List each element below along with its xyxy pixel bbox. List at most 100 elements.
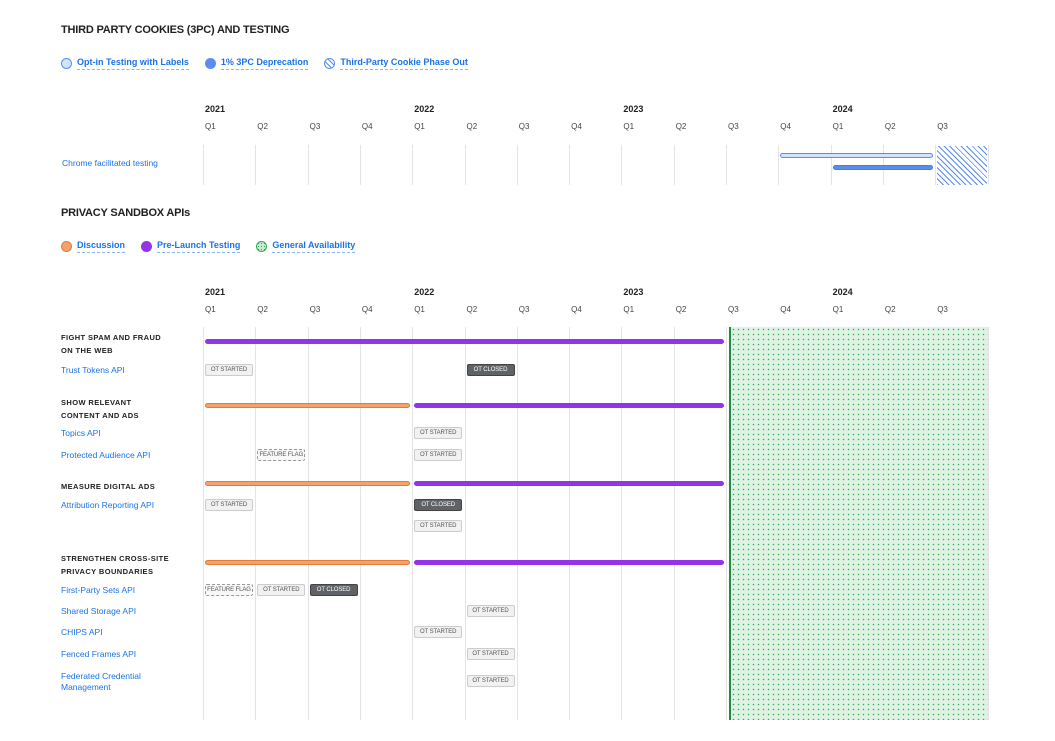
- sandbox-year-label: 2024: [832, 287, 853, 297]
- cookies-gridline: [621, 145, 623, 185]
- cookies-quarter-label: Q1: [414, 122, 425, 131]
- sandbox-gridline: [255, 327, 257, 720]
- cookies-quarter-label: Q3: [728, 122, 739, 131]
- sandbox-quarter-label: Q4: [361, 305, 373, 314]
- sandbox-legend-swatch-icon: [256, 241, 268, 252]
- deprecation-bar: [832, 165, 934, 170]
- phase-out-block: [937, 146, 988, 185]
- sandbox-year-label: 2022: [414, 287, 435, 297]
- group-heading: STRENGTHEN CROSS-SITE PRIVACY BOUNDARIES: [61, 554, 169, 576]
- cookies-gridline: [412, 145, 414, 185]
- group-heading: SHOW RELEVANT CONTENT AND ADS: [61, 398, 139, 420]
- api-label[interactable]: Trust Tokens API: [61, 365, 125, 375]
- badge-flag: FEATURE FLAG: [257, 449, 306, 461]
- api-label[interactable]: Attribution Reporting API: [61, 500, 155, 510]
- badge-started: OT STARTED: [466, 648, 515, 660]
- pre-launch-testing-bar: [414, 560, 724, 565]
- sandbox-quarter-label: Q3: [309, 305, 321, 314]
- cookies-legend-item[interactable]: Third-Party Cookie Phase Out: [340, 57, 468, 70]
- cookies-legend-swatch-icon: [204, 58, 216, 69]
- cookies-legend-swatch-icon: [324, 58, 336, 69]
- pre-launch-testing-bar: [414, 403, 724, 408]
- sandbox-legend-item[interactable]: General Availability: [272, 240, 356, 253]
- sandbox-gridline: [987, 327, 989, 720]
- badge-started: OT STARTED: [414, 427, 463, 439]
- cookies-title: THIRD PARTY COOKIES (3PC) AND TESTING: [61, 24, 290, 36]
- api-label[interactable]: Topics API: [61, 428, 101, 438]
- cookies-gridline: [726, 145, 727, 185]
- cookies-gridline: [935, 145, 937, 185]
- group-heading: FIGHT SPAM AND FRAUD ON THE WEB: [61, 333, 162, 355]
- sandbox-quarter-label: Q1: [205, 305, 216, 314]
- cookies-quarter-label: Q4: [571, 122, 582, 131]
- sandbox-quarter-label: Q4: [571, 305, 582, 314]
- sandbox-gridline: [621, 327, 623, 720]
- cookies-quarter-label: Q2: [257, 122, 268, 131]
- sandbox-quarter-label: Q3: [518, 305, 530, 314]
- sandbox-gridline: [359, 327, 361, 720]
- cookies-gridline: [359, 145, 361, 185]
- cookies-quarter-label: Q1: [205, 122, 216, 131]
- cookies-quarter-label: Q1: [623, 122, 635, 131]
- discussion-bar: [205, 403, 411, 408]
- sandbox-gridline: [412, 327, 414, 720]
- cookies-quarter-label: Q2: [884, 122, 896, 131]
- api-label[interactable]: Federated Credential Management: [61, 671, 141, 692]
- cookies-gridline: [778, 145, 780, 185]
- general-availability-region: [729, 327, 988, 720]
- cookies-gridline: [830, 145, 832, 185]
- pre-launch-testing-bar: [205, 339, 724, 344]
- cookies-year-label: 2024: [832, 104, 853, 114]
- chrome-testing-label[interactable]: Chrome facilitated testing: [62, 158, 158, 168]
- cookies-quarter-label: Q4: [361, 122, 373, 131]
- cookies-year-label: 2021: [205, 104, 226, 114]
- sandbox-quarter-label: Q3: [937, 305, 948, 314]
- sandbox-legend-item[interactable]: Pre-Launch Testing: [157, 240, 241, 253]
- sandbox-gridline: [307, 327, 309, 720]
- sandbox-quarter-label: Q3: [728, 305, 739, 314]
- sandbox-gridline: [203, 327, 204, 720]
- opt-in-testing-bar: [780, 153, 934, 158]
- cookies-legend: Opt-in Testing with Labels 1% 3PC Depreca…: [61, 57, 484, 70]
- badge-closed: OT CLOSED: [414, 499, 463, 511]
- sandbox-quarter-label: Q2: [884, 305, 896, 314]
- cookies-gridline: [673, 145, 675, 185]
- cookies-quarter-label: Q1: [832, 122, 844, 131]
- api-label[interactable]: First-Party Sets API: [61, 585, 136, 595]
- badge-flag: FEATURE FLAG: [205, 584, 253, 596]
- sandbox-gridline: [569, 327, 571, 720]
- badge-started: OT STARTED: [205, 499, 253, 511]
- sandbox-quarter-label: Q1: [623, 305, 635, 314]
- cookies-legend-item[interactable]: 1% 3PC Deprecation: [220, 57, 309, 70]
- sandbox-quarter-label: Q2: [257, 305, 268, 314]
- cookies-gridline: [203, 145, 204, 185]
- sandbox-quarter-label: Q1: [414, 305, 425, 314]
- sandbox-quarter-label: Q1: [832, 305, 844, 314]
- cookies-gridline: [464, 145, 466, 185]
- cookies-legend-swatch-icon: [61, 58, 72, 69]
- api-label[interactable]: Shared Storage API: [61, 606, 137, 616]
- cookies-gridline: [987, 145, 989, 185]
- badge-started: OT STARTED: [414, 626, 463, 638]
- api-label[interactable]: CHIPS API: [61, 627, 103, 637]
- badge-started: OT STARTED: [414, 520, 463, 532]
- discussion-bar: [205, 481, 411, 486]
- cookies-quarter-label: Q2: [466, 122, 478, 131]
- sandbox-legend-item[interactable]: Discussion: [77, 240, 126, 253]
- sandbox-gridline: [673, 327, 675, 720]
- api-label[interactable]: Protected Audience API: [61, 450, 151, 460]
- cookies-quarter-label: Q4: [780, 122, 791, 131]
- cookies-quarter-label: Q3: [937, 122, 948, 131]
- sandbox-gridline: [726, 327, 727, 720]
- badge-started: OT STARTED: [414, 449, 463, 461]
- sandbox-year-label: 2021: [205, 287, 226, 297]
- sandbox-quarter-label: Q4: [780, 305, 791, 314]
- group-heading: MEASURE DIGITAL ADS: [61, 482, 156, 491]
- badge-closed: OT CLOSED: [466, 364, 515, 376]
- cookies-quarter-label: Q2: [675, 122, 687, 131]
- cookies-gridline: [569, 145, 571, 185]
- cookies-legend-item[interactable]: Opt-in Testing with Labels: [77, 57, 189, 70]
- cookies-year-label: 2023: [623, 104, 644, 114]
- api-label[interactable]: Fenced Frames API: [61, 649, 137, 659]
- sandbox-title: PRIVACY SANDBOX APIs: [61, 207, 191, 219]
